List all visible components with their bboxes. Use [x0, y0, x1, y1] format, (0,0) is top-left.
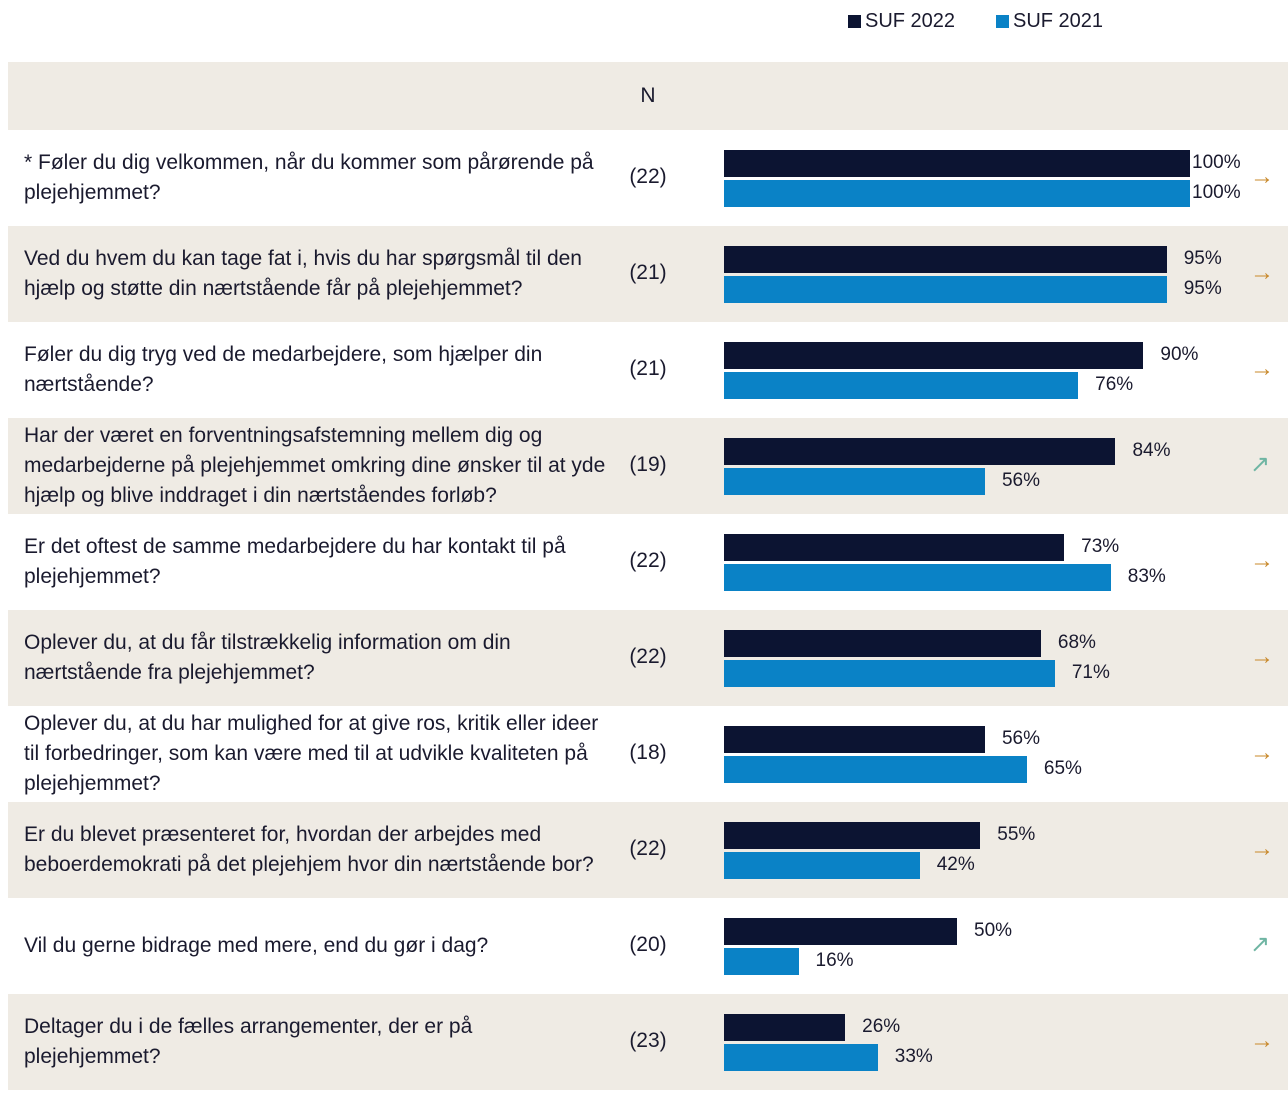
- n-value: (22): [629, 549, 667, 572]
- n-value: (21): [629, 261, 667, 284]
- legend-label: SUF 2021: [1013, 10, 1104, 32]
- value-label: 95%: [1183, 278, 1222, 299]
- legend-label: SUF 2022: [865, 10, 956, 32]
- bar: [724, 1014, 846, 1041]
- question: Vil du gerne bidrage med mere, end du gø…: [24, 934, 489, 957]
- value-label: 95%: [1183, 248, 1222, 269]
- value-label: 56%: [1001, 470, 1040, 491]
- question: Er du blevet præsenteret for, hvordan de…: [24, 823, 594, 876]
- trend-arrow: →: [1250, 643, 1274, 670]
- n-value: (22): [629, 837, 667, 860]
- question: Deltager du i de fælles arrangementer, d…: [24, 1015, 473, 1068]
- bar: [724, 534, 1065, 561]
- bar: [724, 756, 1027, 783]
- column-header: N: [640, 84, 656, 107]
- bar: [724, 1044, 878, 1071]
- question: Ved du hvem du kan tage fat i, hvis du h…: [24, 247, 582, 300]
- bar: [724, 372, 1079, 399]
- trend-arrow: ↗: [1250, 931, 1271, 958]
- trend-arrow: →: [1250, 355, 1274, 382]
- n-value: (21): [629, 357, 667, 380]
- row-band: [8, 610, 1288, 706]
- n-value: (22): [629, 165, 667, 188]
- n-value: (23): [629, 1029, 667, 1052]
- value-label: 73%: [1081, 536, 1120, 557]
- value-label: 16%: [815, 950, 854, 971]
- bar: [724, 180, 1190, 207]
- row-band: [8, 994, 1288, 1090]
- value-label: 68%: [1057, 632, 1096, 653]
- value-label: 83%: [1127, 566, 1166, 587]
- bar: [724, 852, 920, 879]
- row-band: [8, 418, 1288, 514]
- value-label: 55%: [997, 824, 1036, 845]
- bar: [724, 468, 985, 495]
- question: Er det oftest de samme medarbejdere du h…: [24, 535, 566, 588]
- question: Føler du dig tryg ved de medarbejdere, s…: [24, 343, 543, 396]
- bar: [724, 276, 1167, 303]
- question: Oplever du, at du har mulighed for at gi…: [24, 712, 599, 795]
- n-value: (18): [629, 741, 667, 764]
- bar: [724, 150, 1190, 177]
- value-label: 50%: [974, 920, 1013, 941]
- question: * Føler du dig velkommen, når du kommer …: [24, 151, 594, 204]
- bar: [724, 948, 799, 975]
- n-value: (19): [629, 453, 667, 476]
- trend-arrow: →: [1250, 547, 1274, 574]
- question: Oplever du, at du får tilstrækkelig info…: [24, 631, 511, 684]
- value-label: 42%: [936, 854, 975, 875]
- header-band: [8, 62, 1288, 130]
- bar: [724, 630, 1041, 657]
- trend-arrow: →: [1250, 163, 1274, 190]
- value-label: 100%: [1192, 152, 1241, 173]
- value-label: 71%: [1071, 662, 1110, 683]
- value-label: 65%: [1043, 758, 1082, 779]
- trend-arrow: ↗: [1250, 451, 1271, 478]
- row-band: [8, 802, 1288, 898]
- bar: [724, 726, 985, 753]
- value-label: 26%: [862, 1016, 901, 1037]
- legend-swatch: [996, 15, 1009, 28]
- n-value: (22): [629, 645, 667, 668]
- value-label: 84%: [1132, 440, 1171, 461]
- trend-arrow: →: [1250, 1027, 1274, 1054]
- value-label: 76%: [1095, 374, 1134, 395]
- value-label: 90%: [1160, 344, 1199, 365]
- bar: [724, 918, 957, 945]
- row-band: [8, 226, 1288, 322]
- bar: [724, 246, 1167, 273]
- n-value: (20): [629, 933, 667, 956]
- trend-arrow: →: [1250, 259, 1274, 286]
- bar: [724, 564, 1111, 591]
- value-label: 56%: [1001, 728, 1040, 749]
- value-label: 33%: [894, 1046, 933, 1067]
- bar: [724, 438, 1116, 465]
- question: Har der været en forventningsafstemning …: [24, 424, 606, 507]
- bar: [724, 342, 1144, 369]
- legend-swatch: [848, 15, 861, 28]
- trend-arrow: →: [1250, 835, 1274, 862]
- trend-arrow: →: [1250, 739, 1274, 766]
- bar: [724, 660, 1055, 687]
- value-label: 100%: [1192, 182, 1241, 203]
- bar: [724, 822, 981, 849]
